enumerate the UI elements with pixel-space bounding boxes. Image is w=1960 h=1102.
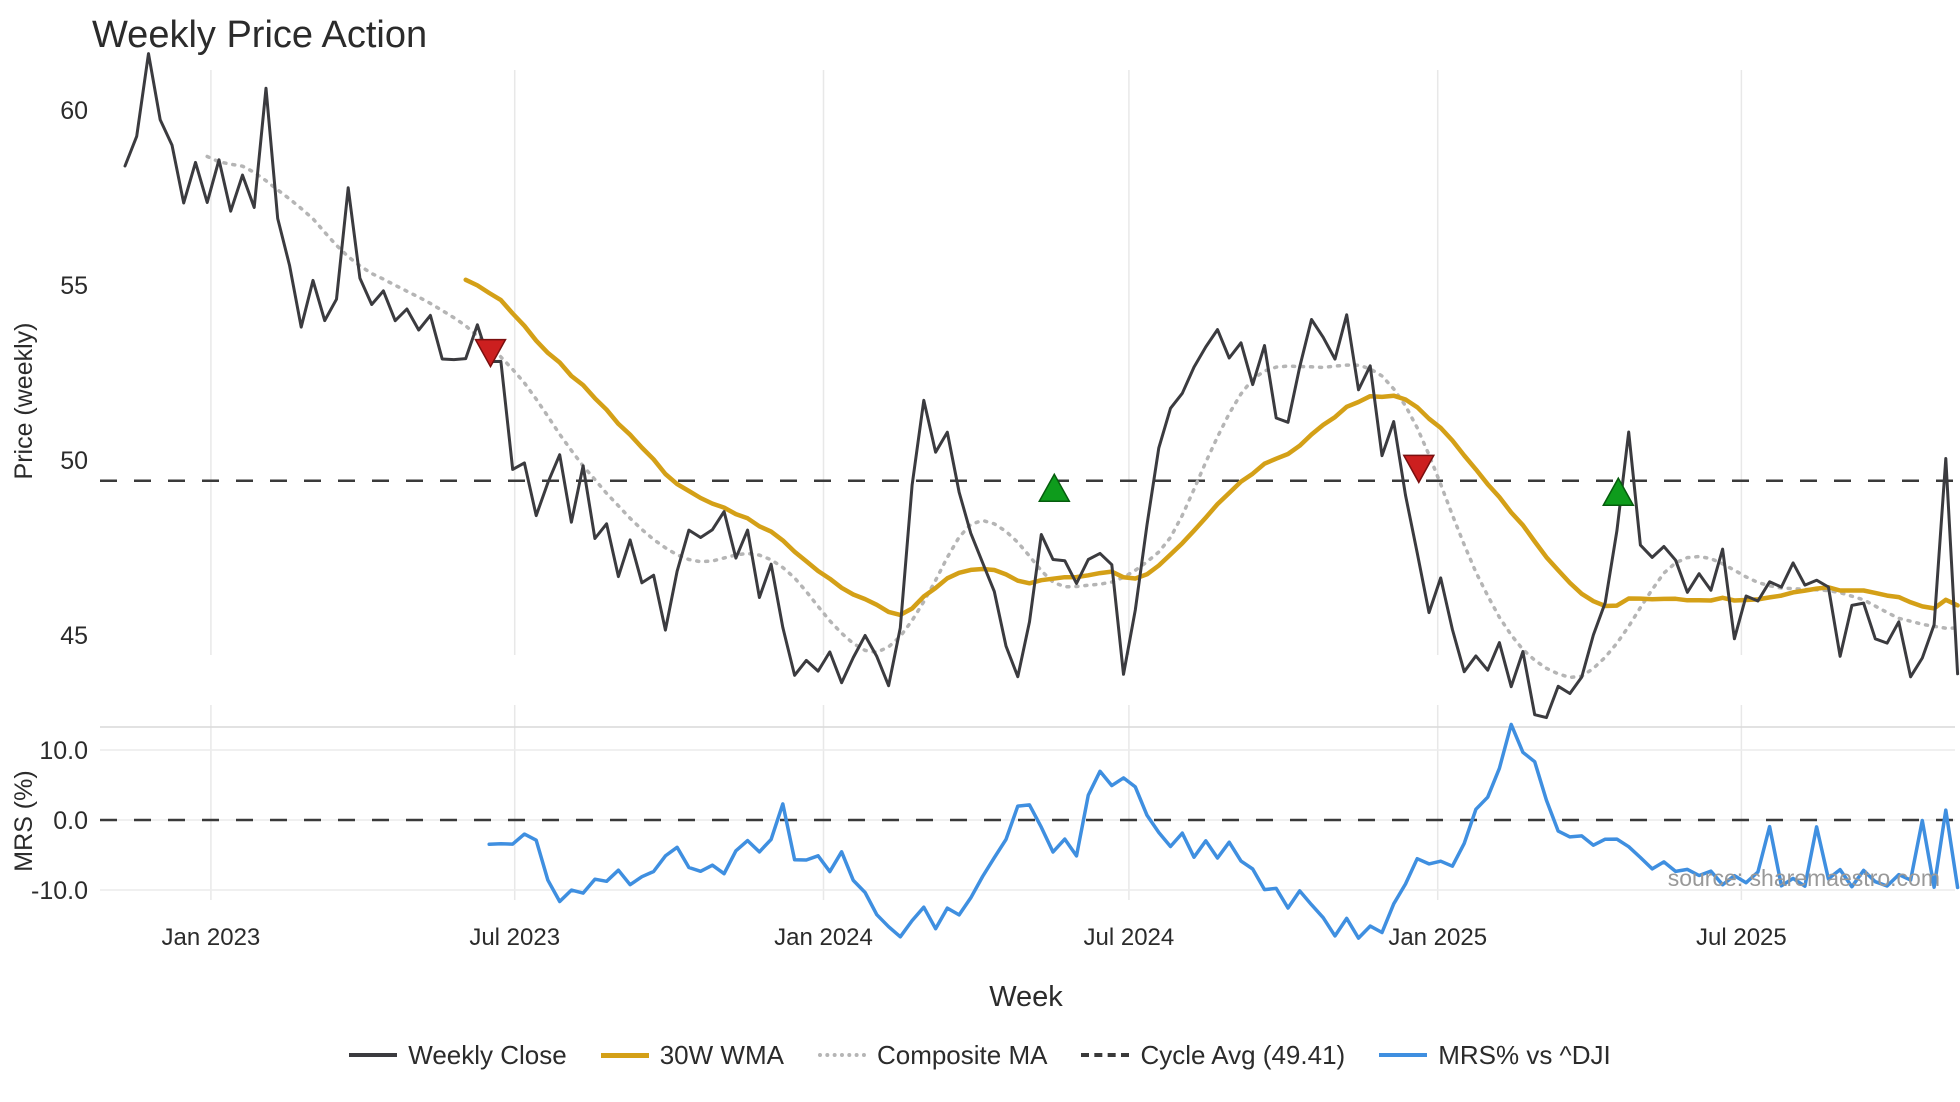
svg-text:Weekly Price Action: Weekly Price Action [92, 14, 427, 56]
svg-text:50: 50 [60, 447, 88, 475]
svg-text:Week: Week [989, 981, 1063, 1013]
svg-text:MRS (%): MRS (%) [10, 770, 38, 871]
svg-text:Jul 2025: Jul 2025 [1696, 924, 1787, 951]
svg-text:Jan 2025: Jan 2025 [1388, 924, 1487, 951]
svg-text:-10.0: -10.0 [31, 877, 88, 905]
svg-text:10.0: 10.0 [39, 737, 88, 765]
svg-text:Jan 2024: Jan 2024 [774, 924, 873, 951]
svg-text:Jul 2023: Jul 2023 [469, 924, 560, 951]
svg-text:55: 55 [60, 272, 88, 300]
svg-text:Price (weekly): Price (weekly) [10, 323, 38, 480]
svg-text:45: 45 [60, 622, 88, 650]
svg-text:Jul 2024: Jul 2024 [1084, 924, 1175, 951]
svg-text:Jan 2023: Jan 2023 [162, 924, 261, 951]
svg-text:60: 60 [60, 97, 88, 125]
svg-text:0.0: 0.0 [53, 807, 88, 835]
svg-text:source: sharemaestro.com: source: sharemaestro.com [1668, 865, 1940, 891]
